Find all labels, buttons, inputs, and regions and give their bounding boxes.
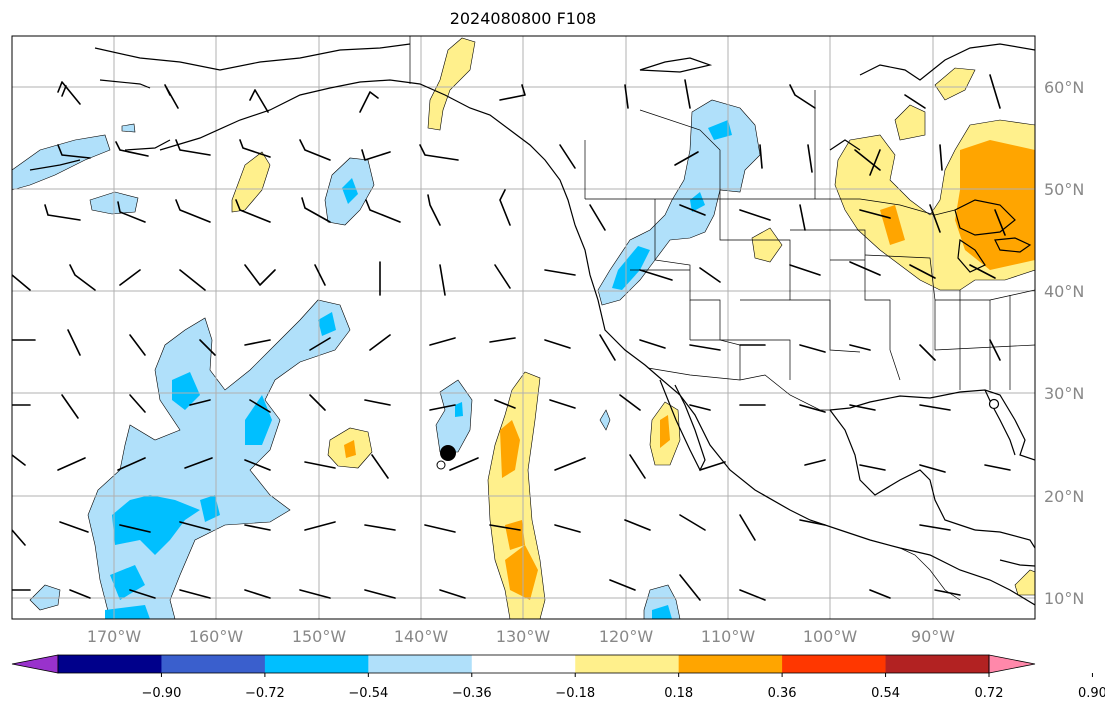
colorbar: −0.90 −0.72 −0.54 −0.36 −0.18 0.18 0.36 0.54 0.7… [11, 654, 1105, 701]
lon-label: 160°W [189, 627, 244, 646]
colorbar-tick-label: 0.54 [871, 686, 900, 701]
pos-region-135w-north [427, 37, 476, 131]
neg-region-138w [435, 379, 473, 453]
lat-label: 20°N [1044, 487, 1084, 506]
lat-label: 40°N [1044, 282, 1084, 301]
colorbar-tick-label: −0.90 [142, 686, 182, 701]
coastlines [29, 43, 1035, 606]
neg-region-central-pacific-core [112, 495, 200, 555]
lon-label: 120°W [599, 627, 654, 646]
map-frame [11, 35, 1036, 620]
colorbar-extend-high [988, 654, 1036, 674]
colorbar-tick-label: 0.72 [975, 686, 1004, 701]
colorbar-tick-label: −0.54 [348, 686, 388, 701]
colorbar-tick-label: −0.18 [555, 686, 595, 701]
neg-region-nw-pacific [12, 134, 111, 191]
lon-label: 140°W [394, 627, 449, 646]
colorbar-segment [161, 655, 266, 673]
lat-label: 60°N [1044, 78, 1084, 97]
colorbar-tick-label: −0.36 [452, 686, 492, 701]
colorbar-segment [471, 655, 576, 673]
colorbar-tick-label: 0.18 [664, 686, 693, 701]
colorbar-tick-label: 0.36 [768, 686, 797, 701]
storm-track-marker [436, 460, 446, 470]
wind-barbs [12, 74, 1011, 601]
lon-label: 100°W [803, 627, 858, 646]
lon-label: 170°W [87, 627, 142, 646]
colorbar-tick-label: −0.72 [245, 686, 285, 701]
lon-label: 90°W [911, 627, 955, 646]
lon-label: 150°W [292, 627, 347, 646]
storm-center-marker [440, 445, 456, 461]
latitude-labels: 60°N 50°N 40°N 30°N 20°N 10°N [1044, 78, 1084, 608]
colorbar-segment [885, 655, 990, 673]
negative-anomaly-shading [12, 99, 761, 619]
lat-label: 50°N [1044, 180, 1084, 199]
colorbar-segment [368, 655, 473, 673]
colorbar-segment [782, 655, 887, 673]
colorbar-segment [575, 655, 680, 673]
markers [436, 398, 1000, 470]
colorbar-extend-low [11, 654, 59, 674]
map-title: 2024080800 F108 [449, 9, 597, 28]
florida-marker [988, 398, 1000, 410]
pos-region-155w [231, 151, 271, 213]
longitude-labels: 170°W 160°W 150°W 140°W 130°W 120°W 110°… [87, 627, 955, 646]
colorbar-segment [678, 655, 783, 673]
colorbar-tick-label: 0.90 [1078, 686, 1105, 701]
lat-label: 30°N [1044, 384, 1084, 403]
lon-label: 130°W [496, 627, 551, 646]
lat-label: 10°N [1044, 589, 1084, 608]
positive-anomaly-shading [231, 37, 1035, 619]
lon-label: 110°W [701, 627, 756, 646]
colorbar-segment [264, 655, 369, 673]
colorbar-segment [58, 655, 162, 673]
